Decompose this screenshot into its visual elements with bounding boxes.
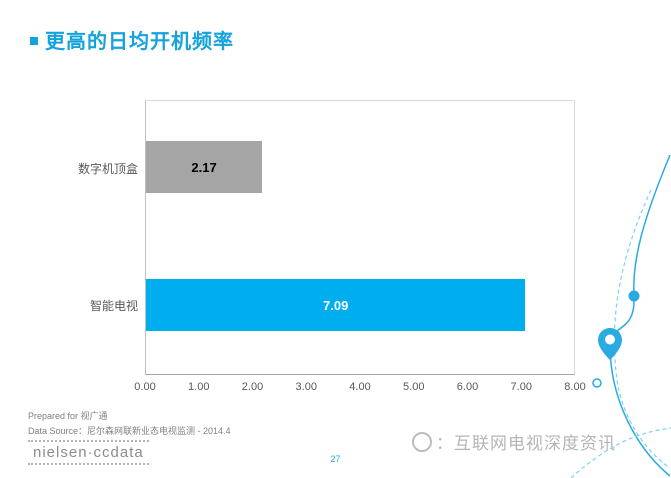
watermark-row: ：互联网电视深度资讯 [412,429,616,454]
page-number: 27 [330,454,341,464]
solid-curve [609,154,671,477]
bar-value-label: 2.17 [191,159,217,175]
data-source-text: Data Source：尼尔森网联新业态电视监测 - 2014.4 [28,426,231,436]
dashed-curve [613,189,671,469]
x-tick-label: 7.00 [510,381,532,393]
bar-value-label: 7.09 [323,297,349,313]
x-axis: 0.00 1.00 2.00 3.00 4.00 5.00 6.00 7.00 8.00 [134,381,585,397]
x-tick-label: 8.00 [564,381,586,393]
title-bullet-square [30,37,38,45]
x-tick-label: 3.00 [295,381,317,393]
category-label-smarttv: 智能电视 [89,299,138,313]
circle-logo-icon [412,431,432,452]
title-row: 更高的日均开机频率 [30,30,234,54]
x-tick-label: 6.00 [456,381,479,393]
bar-smarttv: 7.09 [146,279,526,331]
category-label-stb: 数字机顶盒 [77,162,138,176]
prepared-for-text: Prepared for 视广通 [28,411,108,421]
x-tick-label: 2.00 [241,381,264,393]
plot-area: 2.17 7.09 [145,100,575,375]
watermark-text: ：互联网电视深度资讯 [436,434,616,453]
ring-dot [592,378,602,388]
x-tick-label: 1.00 [188,381,210,393]
page-title: 更高的日均开机频率 [45,31,234,53]
x-tick-label: 5.00 [403,381,425,393]
x-tick-label: 0.00 [134,381,156,393]
map-pin-icon [598,328,622,360]
nielsen-ccdata-logo: nielsen·ccdata [28,440,149,465]
x-tick-label: 4.00 [349,381,371,393]
blue-dot [628,290,640,302]
bar-stb: 2.17 [146,141,263,193]
